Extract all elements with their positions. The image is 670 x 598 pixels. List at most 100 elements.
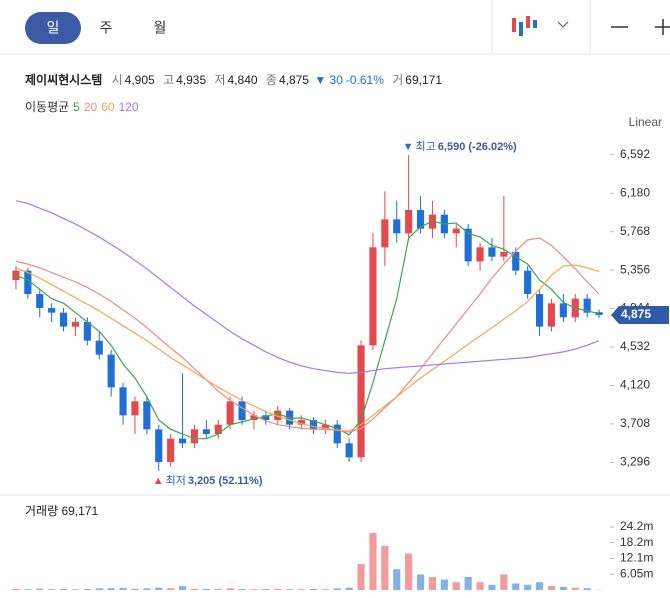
y-tick-label: 5,356 [620, 262, 650, 276]
stock-name: 제이씨현시스템 [25, 72, 102, 87]
volume-bar [286, 589, 293, 590]
annotation-value: 3,205 (52.11%) [188, 475, 263, 487]
candle-body [179, 439, 186, 444]
volume-bar [560, 587, 567, 590]
ma-line [16, 201, 599, 374]
volume-bar [48, 589, 55, 590]
volume-bar [572, 588, 579, 590]
candle-body [357, 345, 364, 457]
y-tick-label: 4,120 [620, 378, 650, 392]
volume-bar [369, 533, 376, 590]
candle-body [453, 229, 460, 234]
volume-bar [119, 588, 126, 590]
volume-bar [524, 585, 531, 590]
volume-bar [12, 589, 19, 590]
candle-body [108, 355, 115, 388]
candle-body [72, 322, 79, 327]
volume-bar [131, 589, 138, 590]
candle-body [560, 303, 567, 317]
candle-body [84, 322, 91, 341]
volume-bar [191, 589, 198, 590]
volume-bar [96, 588, 103, 590]
volume-bar [72, 589, 79, 590]
candle-body [191, 429, 198, 443]
annotation-text: 최고 [416, 140, 436, 153]
scale-mode[interactable]: Linear [629, 115, 662, 129]
volume-bar [465, 577, 472, 590]
arrow: ▼ [403, 141, 414, 153]
ma-item: 120 [119, 100, 139, 114]
candle-body [476, 247, 483, 261]
volume-bar [227, 588, 234, 590]
v-tick-label: 24.2m [620, 519, 653, 533]
arrow: ▲ [153, 475, 164, 487]
volume-bar [393, 569, 400, 590]
tab[interactable]: 주 [100, 20, 113, 36]
volume-bar [24, 589, 31, 590]
y-tick-label: 6,180 [620, 185, 650, 199]
candle-body [369, 247, 376, 345]
volume-bar [60, 589, 67, 590]
price-tag-label: 4,875 [621, 307, 651, 321]
volume-bar [488, 585, 495, 590]
volume-bar [274, 589, 281, 590]
candle-body [143, 401, 150, 429]
volume-bar [84, 589, 91, 590]
candle-icon[interactable] [512, 16, 537, 36]
label: 거 [392, 73, 403, 87]
volume-bar [512, 583, 519, 590]
annotation-value: 6,590 (-26.02%) [438, 141, 517, 153]
volume-bar [322, 589, 329, 590]
dropdown[interactable] [558, 22, 568, 27]
volume-bar [405, 554, 412, 590]
volume-bar [453, 582, 460, 590]
volume-bar [417, 574, 424, 590]
tab[interactable]: 일 [47, 20, 60, 36]
volume-bar [155, 588, 162, 590]
candle-body [36, 294, 43, 308]
candle-body [238, 401, 245, 420]
ma-title: 이동평균 [25, 100, 69, 114]
ma-item: 5 [73, 100, 80, 114]
volume-bar [262, 589, 269, 590]
volume-bar [500, 574, 507, 590]
value: 4,905 [125, 73, 155, 87]
annotation-text: 최저 [166, 474, 186, 487]
candle-body [203, 429, 210, 434]
label: 종 [266, 73, 277, 87]
change-pct: -0.61% [346, 73, 384, 87]
volume-bar [298, 589, 305, 590]
volume-bar [250, 589, 257, 590]
v-tick-label: 6.05m [620, 566, 653, 580]
tab[interactable]: 월 [154, 20, 167, 36]
ma-line [16, 265, 599, 431]
ma-line [16, 221, 599, 438]
volume-bar [357, 564, 364, 590]
volume-bar [36, 589, 43, 590]
change: ▼ 30 [314, 73, 343, 87]
volume-bar [346, 588, 353, 590]
candle-body [96, 341, 103, 355]
volume-bar [334, 588, 341, 590]
volume-bar [476, 582, 483, 590]
candle-body [119, 387, 126, 415]
volume-bar [536, 582, 543, 590]
volume-bar [108, 588, 115, 590]
volume-bar [203, 589, 210, 590]
volume-bar [429, 577, 436, 590]
volume-bar [310, 589, 317, 590]
y-tick-label: 3,296 [620, 455, 650, 469]
candle-body [155, 429, 162, 462]
candle-body [548, 303, 555, 326]
v-tick-label: 18.2m [620, 535, 653, 549]
y-tick-label: 4,532 [620, 339, 650, 353]
y-tick-label: 5,768 [620, 224, 650, 238]
label: 시 [112, 73, 123, 87]
volume-bar [238, 589, 245, 590]
value: 4,840 [228, 73, 258, 87]
